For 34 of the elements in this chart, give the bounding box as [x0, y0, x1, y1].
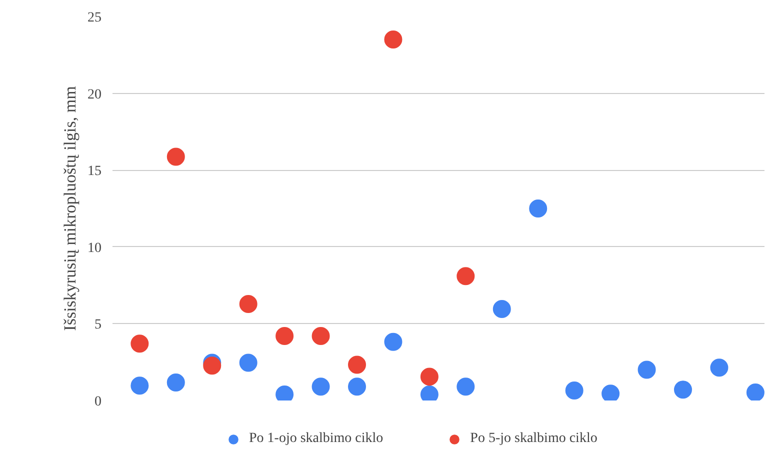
- y-tick-label: 0: [94, 394, 102, 410]
- point: [384, 30, 402, 49]
- point: [312, 378, 330, 396]
- point: [638, 360, 656, 379]
- point: [529, 200, 548, 218]
- point: [384, 332, 402, 351]
- y-tick-label: 25: [88, 10, 102, 26]
- y-tick-label: 20: [88, 87, 102, 102]
- point: [565, 382, 584, 400]
- point: [456, 267, 475, 286]
- point: [166, 374, 185, 392]
- y-tick-label: 10: [88, 240, 102, 256]
- point: [203, 356, 222, 375]
- y-tick-label: 15: [88, 164, 102, 180]
- point: [420, 368, 438, 386]
- legend-label: Po 1-ojo skalbimo ciklo: [249, 431, 384, 447]
- point: [348, 356, 366, 374]
- y-tick-label: 5: [94, 318, 102, 333]
- point: [674, 380, 692, 399]
- point: [312, 327, 330, 345]
- point: [166, 148, 185, 166]
- point: [348, 378, 366, 396]
- point: [602, 384, 620, 400]
- point: [746, 384, 764, 400]
- point: [492, 300, 511, 318]
- y-axis-title: Išsiskyrusių mikropluoštų ilgis, mm: [60, 86, 80, 331]
- point: [130, 334, 149, 353]
- point: [710, 358, 728, 377]
- legend-label: Po 5-jo skalbimo ciklo: [470, 431, 598, 447]
- point: [239, 354, 258, 372]
- point: [239, 295, 258, 314]
- point: [276, 327, 294, 345]
- point: [456, 378, 475, 396]
- point: [130, 376, 149, 395]
